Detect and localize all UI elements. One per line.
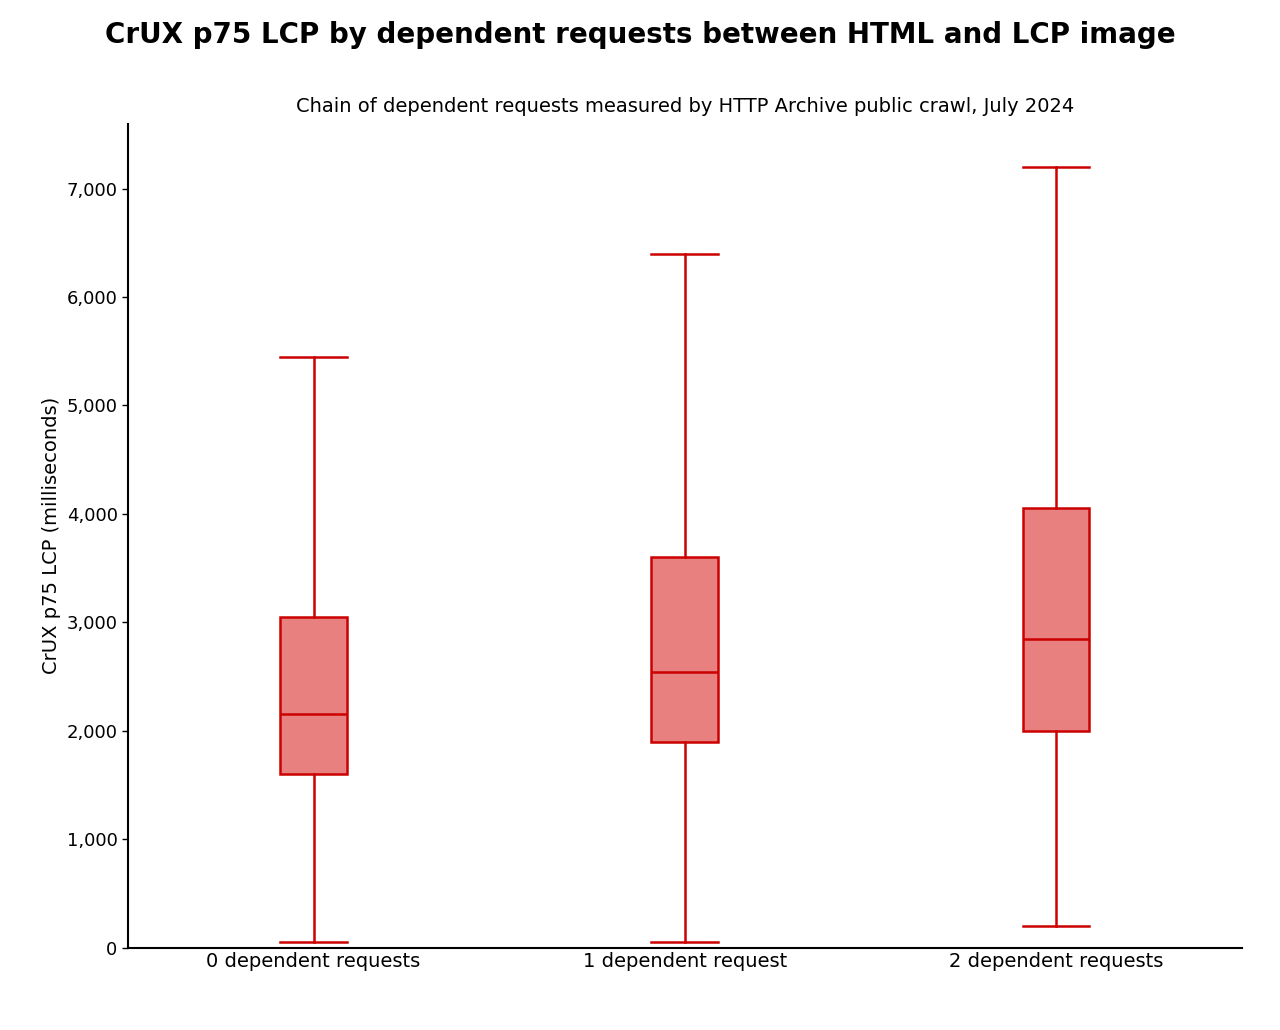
Title: Chain of dependent requests measured by HTTP Archive public crawl, July 2024: Chain of dependent requests measured by … bbox=[296, 98, 1074, 116]
FancyBboxPatch shape bbox=[1023, 509, 1089, 730]
FancyBboxPatch shape bbox=[280, 617, 347, 775]
Text: CrUX p75 LCP by dependent requests between HTML and LCP image: CrUX p75 LCP by dependent requests betwe… bbox=[105, 21, 1175, 48]
Y-axis label: CrUX p75 LCP (milliseconds): CrUX p75 LCP (milliseconds) bbox=[42, 397, 61, 675]
FancyBboxPatch shape bbox=[652, 557, 718, 742]
